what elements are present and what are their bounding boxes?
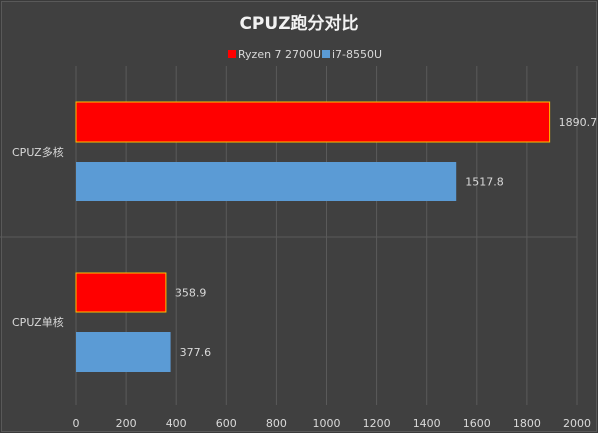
x-tick-label: 400 xyxy=(166,417,187,430)
bar xyxy=(75,272,167,313)
legend: Ryzen 7 2700U i7-8550U xyxy=(228,48,382,61)
legend-swatch-i7 xyxy=(322,50,330,58)
data-label: 358.9 xyxy=(175,287,207,300)
bar xyxy=(75,101,551,143)
x-axis-ticks: 0 200 400 600 800 1000 1200 1400 1600 1800 2000 xyxy=(73,417,592,430)
legend-swatch-ryzen xyxy=(228,50,236,58)
x-tick-label: 200 xyxy=(116,417,137,430)
category-label-multicore: CPUZ多核 xyxy=(12,145,64,159)
bar xyxy=(76,162,457,201)
data-label: 1517.8 xyxy=(465,176,504,189)
legend-label-i7: i7-8550U xyxy=(332,48,382,61)
data-label: 377.6 xyxy=(180,346,212,359)
x-tick-label: 600 xyxy=(216,417,237,430)
category-label-singlecore: CPUZ单核 xyxy=(12,315,64,329)
x-tick-label: 1400 xyxy=(413,417,441,430)
x-tick-label: 2000 xyxy=(563,417,591,430)
x-tick-label: 800 xyxy=(266,417,287,430)
legend-label-ryzen: Ryzen 7 2700U xyxy=(238,48,321,61)
data-label: 1890.7 xyxy=(559,116,598,129)
bar xyxy=(76,332,171,372)
x-tick-label: 1600 xyxy=(463,417,491,430)
x-tick-label: 1000 xyxy=(313,417,341,430)
x-tick-label: 0 xyxy=(73,417,80,430)
chart-title: CPUZ跑分对比 xyxy=(239,13,358,34)
bars: 1890.7 1517.8 358.9 377.6 xyxy=(75,101,598,372)
x-tick-label: 1200 xyxy=(363,417,391,430)
x-tick-label: 1800 xyxy=(513,417,541,430)
